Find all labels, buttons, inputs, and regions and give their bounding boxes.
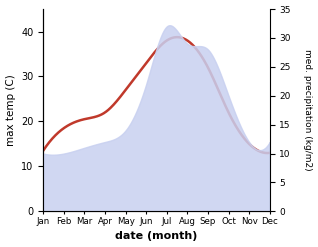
Y-axis label: max temp (C): max temp (C)	[5, 74, 16, 146]
X-axis label: date (month): date (month)	[115, 231, 198, 242]
Y-axis label: med. precipitation (kg/m2): med. precipitation (kg/m2)	[303, 49, 313, 171]
